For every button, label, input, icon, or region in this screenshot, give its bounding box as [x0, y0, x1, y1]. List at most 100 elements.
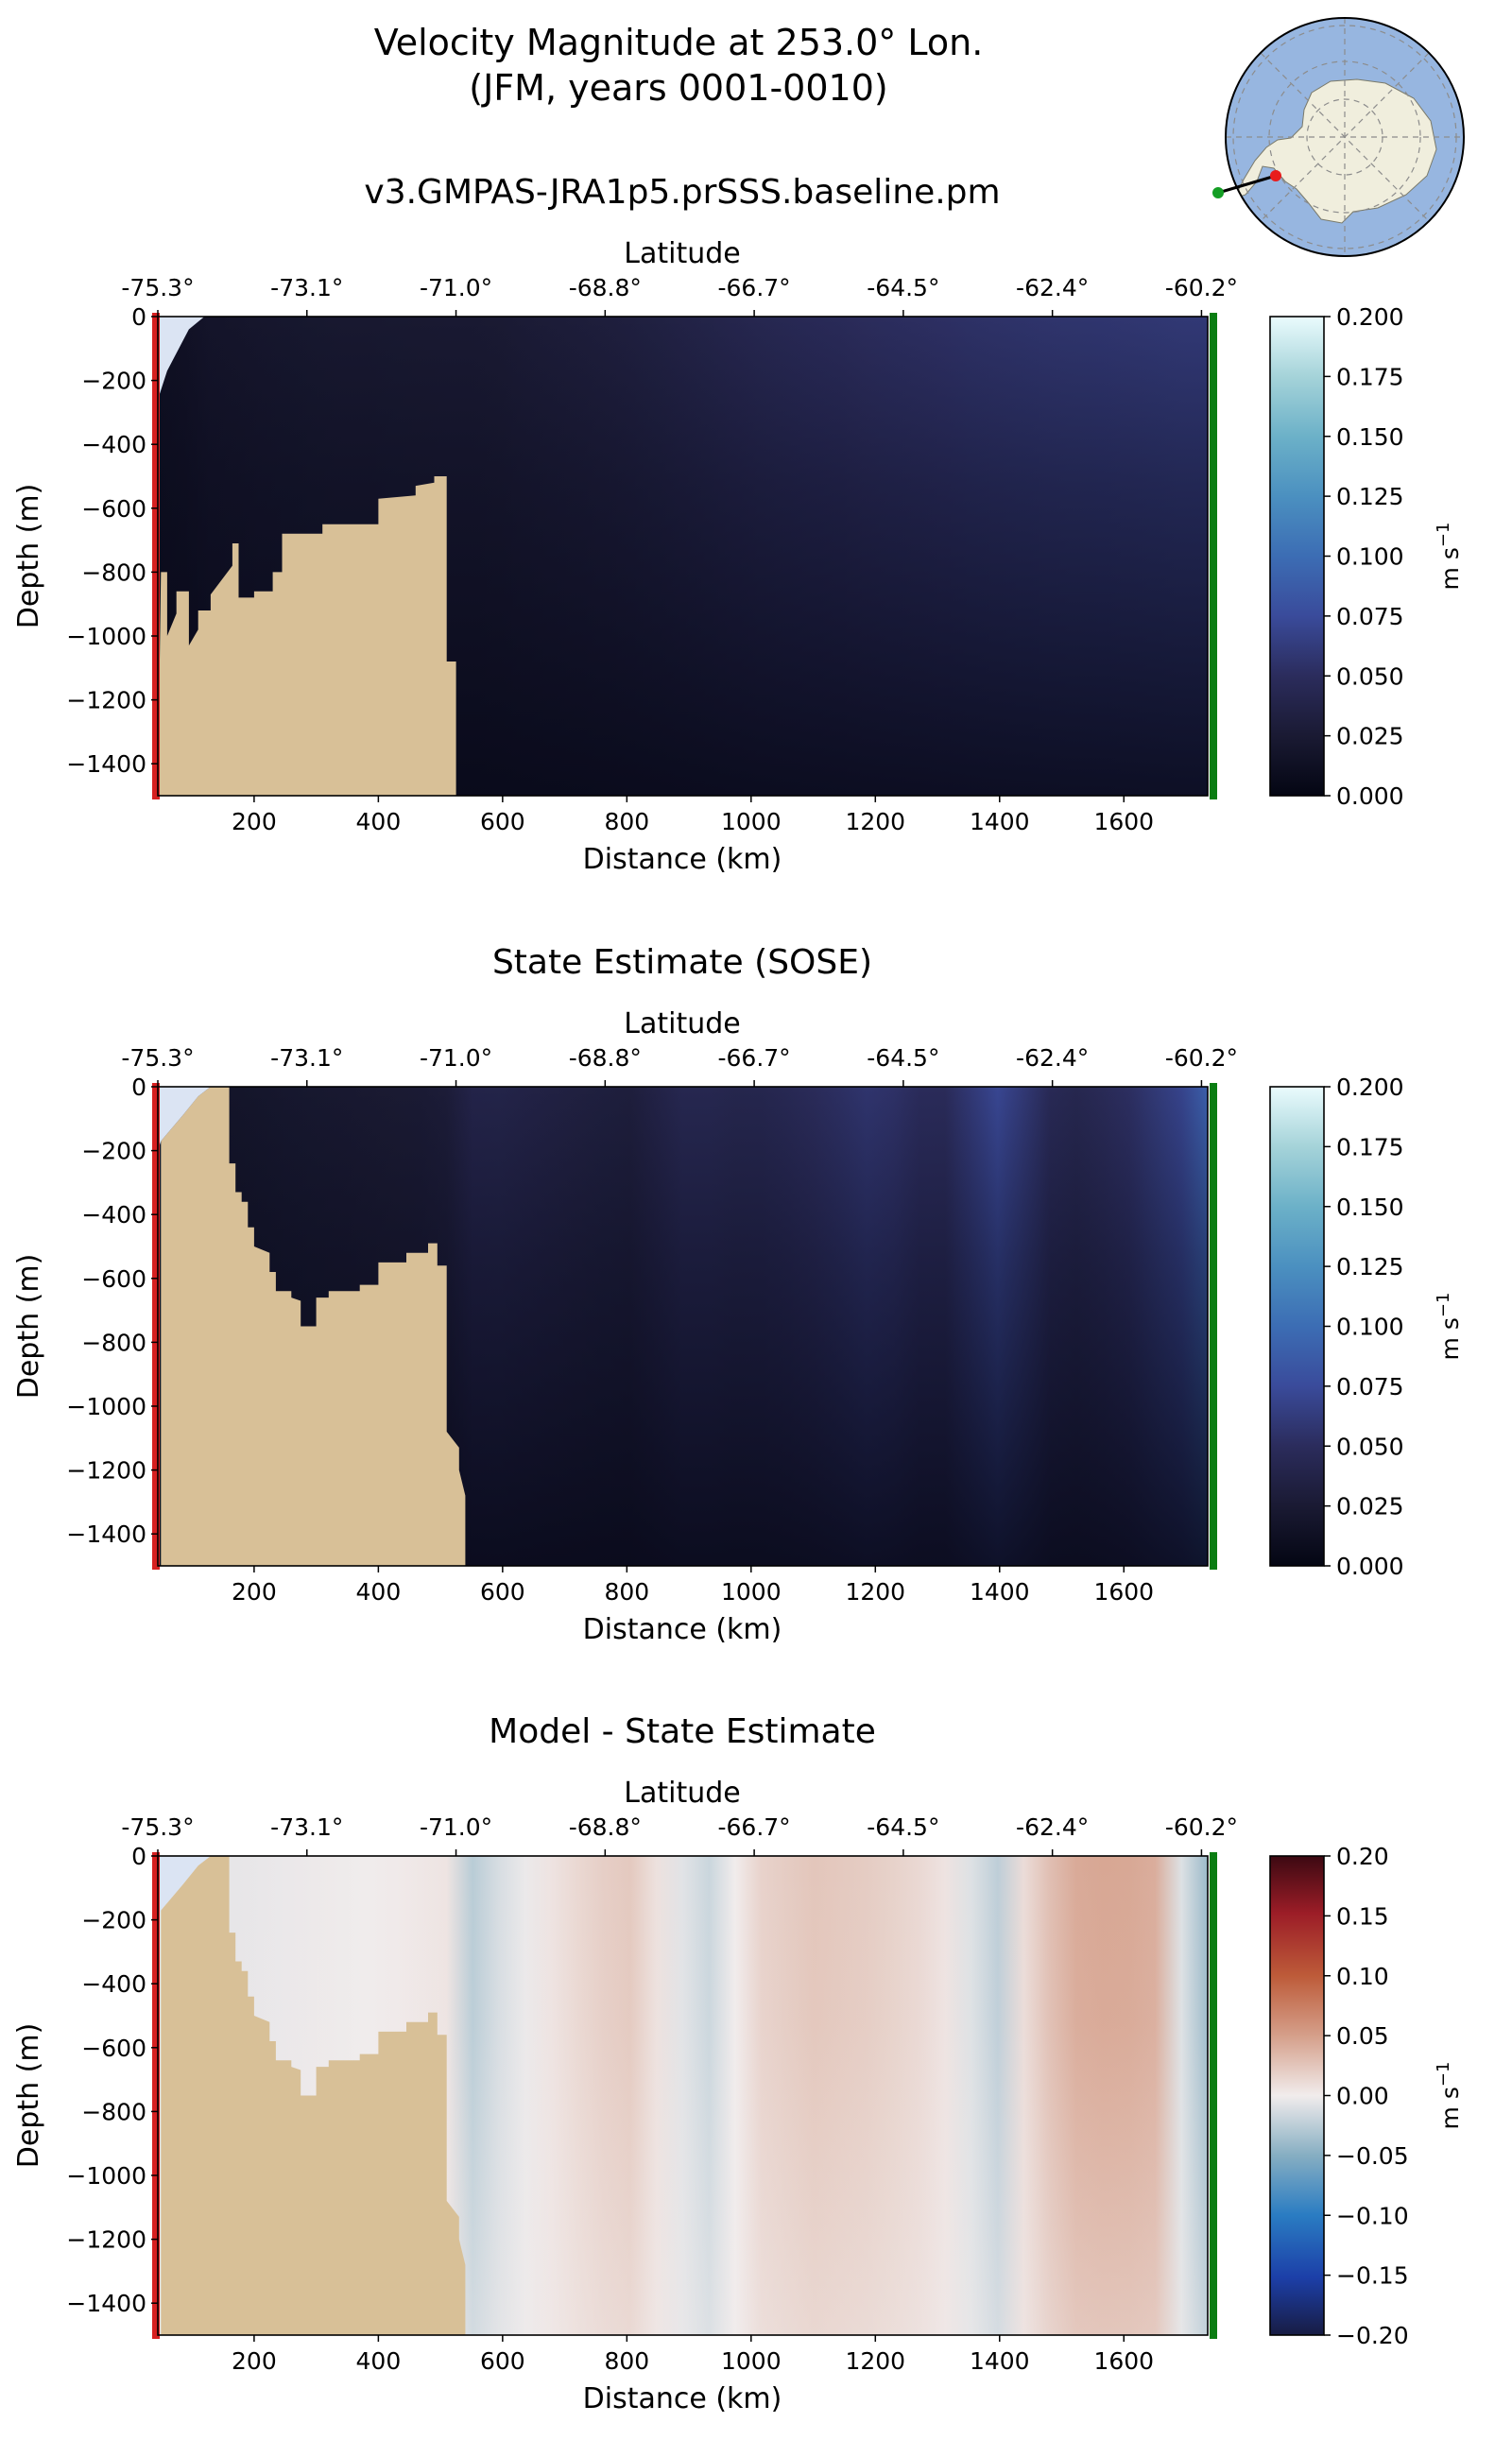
colorbar-tick-label: 0.05 — [1336, 2022, 1389, 2050]
lat-tick-label: -73.1° — [270, 274, 343, 301]
panel-model: v3.GMPAS-JRA1p5.prSSS.baseline.pm 200 400 6… — [12, 173, 1464, 876]
colorbar-tick-label: −0.15 — [1336, 2262, 1409, 2290]
lat-tick-label: -71.0° — [420, 1044, 492, 1072]
colorbar-tick-label: 0.20 — [1336, 1843, 1389, 1870]
axes-frame — [157, 1086, 1209, 1567]
y-tick-label: −200 — [81, 368, 146, 395]
transect-start-marker — [152, 313, 160, 799]
lat-tick-label: -73.1° — [270, 1813, 343, 1841]
colorbar-tick-label: 0.00 — [1336, 2083, 1389, 2110]
y-tick-label: 0 — [131, 1074, 146, 1101]
lat-tick-label: -68.8° — [569, 1044, 642, 1072]
x-tick-label: 400 — [356, 808, 402, 835]
colorbar-tick-label: 0.175 — [1336, 1133, 1404, 1160]
lat-tick-label: -64.5° — [867, 1044, 939, 1072]
x-tick-label: 600 — [480, 1578, 525, 1606]
transect-start-marker — [152, 1852, 160, 2339]
panel-difference: Model - State Estimate 200 400 600 800 1000 12… — [12, 1712, 1464, 2415]
panel-title: v3.GMPAS-JRA1p5.prSSS.baseline.pm — [364, 173, 1000, 212]
lat-tick-label: -62.4° — [1016, 1044, 1089, 1072]
colorbar-tick-label: 0.000 — [1336, 1553, 1404, 1580]
axes-frame — [157, 1855, 1209, 2336]
x-tick-label: 1200 — [845, 808, 905, 835]
colorbar-tick-label: 0.10 — [1336, 1963, 1389, 1990]
inset-frame — [1225, 17, 1465, 257]
x-tick-label: 1000 — [721, 1578, 782, 1606]
y-tick-label: −800 — [81, 2098, 146, 2125]
lat-tick-label: -71.0° — [420, 1813, 492, 1841]
transect-end-marker — [1210, 1852, 1217, 2339]
y-tick-label: −600 — [81, 2035, 146, 2062]
colorbar-tick-label: −0.05 — [1336, 2142, 1409, 2170]
colorbar-tick-label: 0.150 — [1336, 423, 1404, 451]
colorbar-tick-label: 0.075 — [1336, 1373, 1404, 1400]
inset-transect-end-dot — [1212, 187, 1224, 198]
transect-end-marker — [1210, 1083, 1217, 1570]
lat-tick-label: -68.8° — [569, 274, 642, 301]
ice-shelf — [158, 317, 205, 400]
colorbar-tick-label: 0.050 — [1336, 1433, 1404, 1460]
x-tick-label: 1400 — [970, 1578, 1030, 1606]
colorbar-tick-label: 0.025 — [1336, 1493, 1404, 1521]
top-axis-label: Latitude — [624, 1007, 740, 1040]
lat-tick-label: -60.2° — [1165, 274, 1238, 301]
panel-title: State Estimate (SOSE) — [492, 943, 872, 982]
bathymetry-land — [158, 476, 456, 796]
y-tick-label: −1000 — [66, 623, 146, 650]
inset-graticule — [1226, 18, 1464, 256]
figure-title-line2: (JFM, years 0001-0010) — [469, 67, 887, 109]
y-tick-label: −1000 — [66, 1393, 146, 1420]
lat-tick-label: -75.3° — [121, 1813, 194, 1841]
top-axis-label: Latitude — [624, 1777, 740, 1810]
bathymetry-land — [158, 1087, 466, 1566]
x-tick-label: 1400 — [970, 2347, 1030, 2375]
bathymetry-land — [158, 1856, 466, 2335]
y-tick-label: −1400 — [66, 1521, 146, 1548]
colorbar-tick-label: −0.10 — [1336, 2202, 1409, 2229]
colorbar-tick-label: 0.100 — [1336, 1314, 1404, 1341]
x-tick-label: 600 — [480, 2347, 525, 2375]
y-tick-label: −400 — [81, 1970, 146, 1998]
colorbar-tick-label: 0.125 — [1336, 483, 1404, 510]
lat-tick-label: -66.7° — [718, 1044, 791, 1072]
y-tick-label: −600 — [81, 495, 146, 523]
lat-tick-label: -62.4° — [1016, 274, 1089, 301]
x-tick-label: 600 — [480, 808, 525, 835]
x-tick-label: 1600 — [1093, 2347, 1154, 2375]
lat-tick-label: -62.4° — [1016, 1813, 1089, 1841]
lat-tick-label: -75.3° — [121, 274, 194, 301]
x-tick-label: 1000 — [721, 808, 782, 835]
inset-transect-line — [1217, 174, 1277, 195]
lat-tick-label: -64.5° — [867, 1813, 939, 1841]
y-tick-label: −1200 — [66, 687, 146, 714]
colorbar-tick-label: 0.175 — [1336, 363, 1404, 390]
x-tick-label: 1600 — [1093, 808, 1154, 835]
colorbar-label: m s−1 — [1434, 1293, 1464, 1361]
colorbar-tick-label: 0.025 — [1336, 723, 1404, 750]
x-tick-label: 200 — [232, 1578, 277, 1606]
y-axis-label: Depth (m) — [12, 484, 45, 629]
x-tick-label: 1000 — [721, 2347, 782, 2375]
x-tick-label: 400 — [356, 1578, 402, 1606]
y-tick-label: −1200 — [66, 2226, 146, 2254]
x-tick-label: 1200 — [845, 1578, 905, 1606]
axes-frame — [157, 316, 1209, 797]
colorbar-tick-label: −0.20 — [1336, 2322, 1409, 2349]
x-tick-label: 1600 — [1093, 1578, 1154, 1606]
y-tick-label: −1400 — [66, 750, 146, 778]
colorbar — [1269, 316, 1325, 797]
lat-tick-label: -68.8° — [569, 1813, 642, 1841]
x-axis-label: Distance (km) — [583, 843, 782, 876]
colorbar-label: m s−1 — [1434, 523, 1464, 591]
colorbar-label: m s−1 — [1434, 2062, 1464, 2130]
ice-shelf — [158, 1087, 211, 1151]
panel-title: Model - State Estimate — [489, 1712, 876, 1751]
top-axis-label: Latitude — [624, 237, 740, 270]
y-tick-label: −800 — [81, 1329, 146, 1356]
y-tick-label: −400 — [81, 431, 146, 458]
colorbar-tick-label: 0.100 — [1336, 543, 1404, 571]
colorbar-tick-label: 0.200 — [1336, 1074, 1404, 1101]
x-tick-label: 1200 — [845, 2347, 905, 2375]
y-tick-label: −1400 — [66, 2290, 146, 2317]
inset-map — [1212, 17, 1465, 257]
